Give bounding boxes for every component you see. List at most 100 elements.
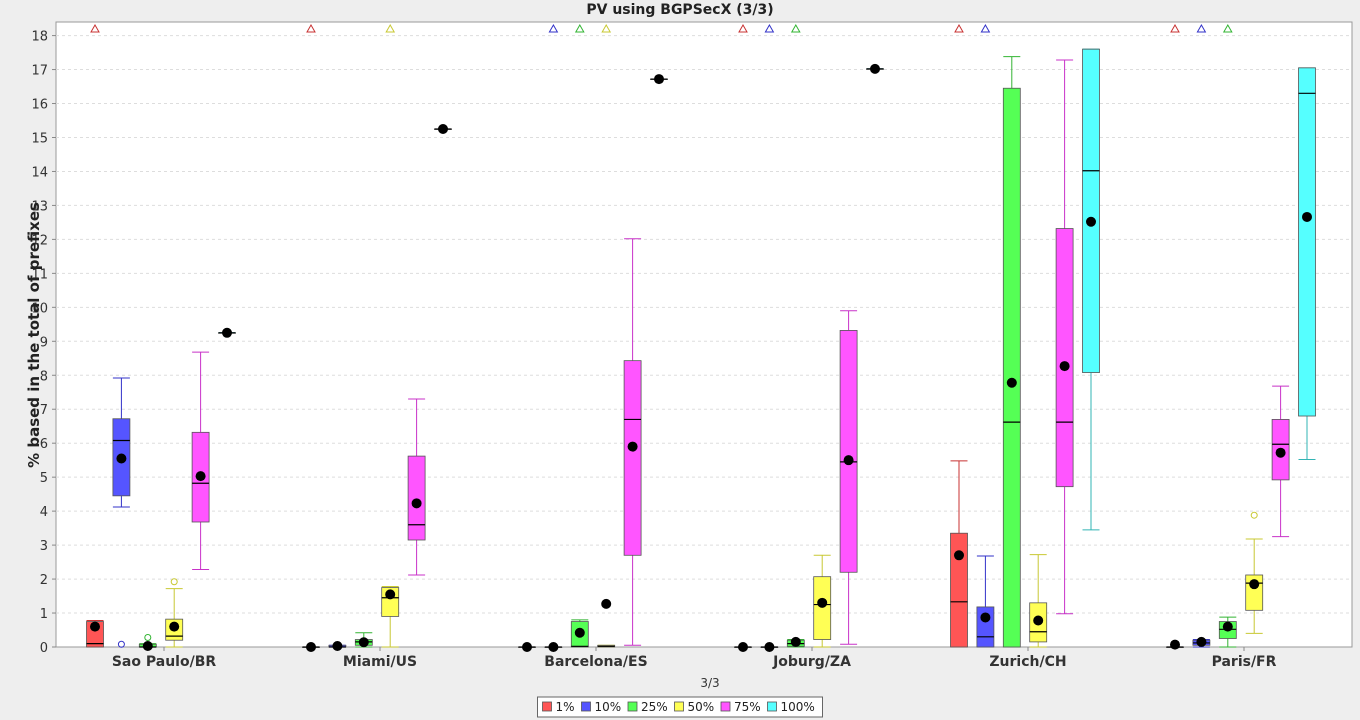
box-75%: [1055, 59, 1074, 615]
mean-point: [790, 636, 801, 647]
box-100%: [434, 123, 452, 134]
mean-point: [954, 550, 964, 561]
legend-item: 75%: [720, 700, 761, 714]
legend-label: 75%: [734, 700, 761, 714]
mean-point: [522, 642, 532, 652]
box-10%: [760, 23, 779, 652]
y-tick-label: 16: [31, 98, 48, 113]
legend-item: 50%: [674, 700, 715, 714]
plot-area: [55, 21, 1353, 648]
far-out-indicator: [385, 23, 396, 33]
box-100%: [866, 63, 884, 74]
mean-point: [195, 471, 206, 482]
mean-point: [142, 640, 153, 651]
legend-swatch: [767, 701, 777, 712]
far-out-indicator: [574, 23, 585, 33]
box-10%: [976, 23, 995, 648]
legend-item: 1%: [542, 700, 575, 714]
mean-point: [601, 598, 612, 609]
box-50%: [1245, 511, 1264, 634]
category-label: Barcelona/ES: [544, 654, 647, 670]
mean-point: [116, 453, 127, 464]
y-tick-label: 14: [31, 165, 48, 180]
box-body: [407, 455, 426, 541]
mean-point: [1006, 377, 1017, 388]
y-tick-label: 2: [40, 573, 48, 588]
legend-label: 50%: [688, 700, 715, 714]
y-tick-label: 0: [40, 641, 48, 656]
outlier-point: [170, 578, 178, 586]
box-50%: [597, 23, 616, 648]
mean-point: [574, 627, 585, 638]
box-1%: [950, 23, 968, 648]
mean-point: [738, 642, 748, 652]
box-1%: [86, 23, 104, 648]
box-body: [1055, 228, 1074, 488]
x-axis-label: 3/3: [700, 676, 719, 690]
mean-point: [438, 123, 448, 134]
y-tick-label: 13: [31, 199, 48, 214]
box-75%: [623, 238, 642, 646]
y-tick-label: 11: [31, 267, 48, 282]
mean-point: [90, 621, 100, 632]
mean-point: [843, 455, 854, 466]
mean-point: [1196, 636, 1207, 647]
y-tick-label: 12: [31, 233, 48, 248]
box-25%: [138, 633, 157, 651]
mean-point: [548, 642, 559, 652]
mean-point: [817, 597, 828, 608]
legend-item: 100%: [767, 700, 815, 714]
mean-point: [654, 74, 664, 85]
legend-swatch: [674, 701, 684, 712]
legend-swatch: [581, 701, 591, 712]
legend-label: 100%: [781, 700, 815, 714]
mean-point: [980, 612, 991, 623]
far-out-indicator: [764, 23, 775, 33]
far-out-indicator: [1196, 23, 1207, 33]
y-tick-label: 1: [40, 607, 48, 622]
far-out-indicator: [790, 23, 801, 33]
far-out-indicator: [601, 23, 612, 33]
box-1%: [302, 23, 320, 652]
category-labels: Sao Paulo/BR Miami/US Barcelona/ES Joburg/Z…: [112, 647, 1277, 670]
mean-point: [222, 327, 232, 338]
mean-point: [1086, 216, 1096, 227]
far-out-indicator: [306, 23, 316, 33]
mean-point: [332, 640, 343, 651]
mean-point: [1275, 447, 1286, 458]
box-1%: [734, 23, 752, 652]
legend-swatch: [720, 701, 731, 712]
category-label: Joburg/ZA: [772, 654, 851, 670]
box-body: [1298, 67, 1316, 417]
box-100%: [1082, 48, 1100, 531]
y-tick-label: 10: [31, 301, 48, 316]
y-tick-label: 8: [40, 369, 48, 384]
box-75%: [191, 351, 210, 571]
mean-point: [764, 642, 775, 652]
mean-point: [1059, 361, 1070, 372]
legend-item: 10%: [581, 700, 621, 714]
far-out-indicator: [738, 23, 748, 33]
far-out-indicator: [548, 23, 559, 33]
mean-point: [385, 589, 396, 600]
category-label: Zurich/CH: [989, 654, 1066, 670]
y-tick-label: 3: [40, 539, 48, 554]
box-1%: [1166, 23, 1184, 650]
far-out-indicator: [90, 23, 100, 33]
box-body: [623, 360, 642, 556]
far-out-indicator: [1170, 23, 1180, 33]
box-body: [1082, 48, 1100, 373]
box-body: [813, 576, 832, 640]
y-tick-label: 18: [31, 30, 48, 45]
mean-point: [411, 498, 422, 509]
legend-label: 25%: [641, 700, 668, 714]
box-25%: [1218, 23, 1237, 648]
box-25%: [786, 23, 805, 648]
box-75%: [839, 310, 858, 645]
mean-point: [1033, 615, 1044, 626]
legend-item: 25%: [627, 700, 668, 714]
category-label: Sao Paulo/BR: [112, 654, 217, 670]
mean-point: [306, 642, 316, 652]
